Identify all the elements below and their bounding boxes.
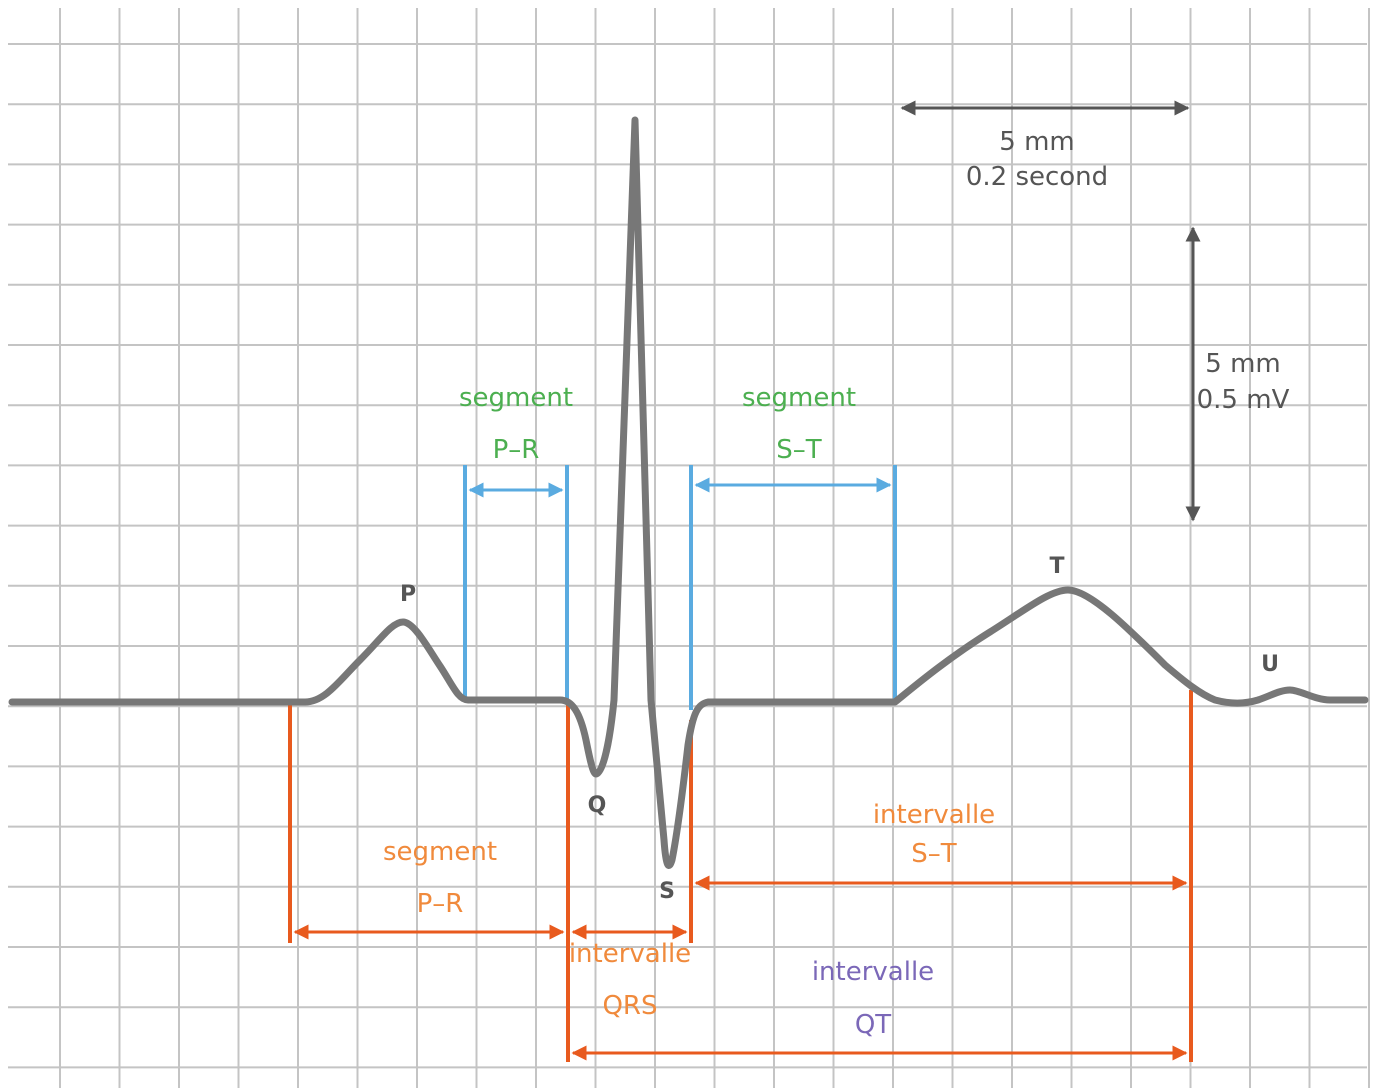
- qt-name: QT: [855, 1010, 891, 1040]
- segment-st-word: segment: [742, 383, 856, 413]
- segment-pr-marker: [463, 465, 569, 700]
- segment-pr-name: P–R: [493, 435, 540, 465]
- wave-label-q: Q: [588, 793, 607, 818]
- lower-st-name: S–T: [911, 839, 957, 869]
- lower-pr-name: P–R: [417, 889, 464, 919]
- wave-label-s: S: [659, 879, 675, 904]
- segment-pr-word: segment: [459, 383, 573, 413]
- wave-label-u: U: [1261, 652, 1279, 677]
- voltage-scale-value: 0.5 mV: [1197, 385, 1290, 415]
- voltage-scale: 5 mm 0.5 mV: [1185, 226, 1290, 522]
- segment-pr-label: segment P–R: [459, 383, 573, 465]
- qt-word: intervalle: [812, 957, 934, 987]
- segment-st-label: segment S–T: [742, 383, 856, 465]
- qrs-name: QRS: [602, 991, 657, 1021]
- lower-pr-label: segment P–R: [383, 837, 497, 919]
- segment-st-marker: [689, 465, 897, 710]
- time-scale: 5 mm 0.2 second: [900, 100, 1190, 192]
- time-scale-distance: 5 mm: [999, 127, 1074, 157]
- ecg-grid: [8, 8, 1370, 1088]
- interval-markers: [288, 690, 1193, 1062]
- qt-label: intervalle QT: [812, 957, 934, 1040]
- wave-label-p: P: [400, 582, 416, 607]
- lower-st-word: intervalle: [873, 800, 995, 830]
- time-scale-value: 0.2 second: [966, 162, 1108, 192]
- wave-labels: P Q S T U: [400, 554, 1279, 904]
- qrs-word: intervalle: [569, 939, 691, 969]
- ecg-trace: [8, 116, 1369, 869]
- wave-label-t: T: [1049, 554, 1064, 579]
- lower-st-label: intervalle S–T: [873, 800, 995, 869]
- segment-st-name: S–T: [776, 435, 822, 465]
- lower-pr-word: segment: [383, 837, 497, 867]
- voltage-scale-distance: 5 mm: [1205, 349, 1280, 379]
- qrs-label: intervalle QRS: [569, 939, 691, 1021]
